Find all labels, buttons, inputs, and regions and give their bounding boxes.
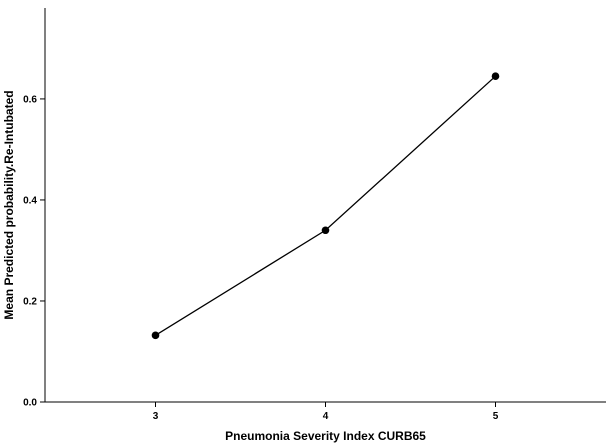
x-tick-label: 4 (323, 411, 329, 422)
y-tick-label: 0.2 (23, 296, 37, 307)
y-tick-label: 0.6 (23, 94, 37, 105)
series-line (155, 75, 496, 336)
y-tick-label: 0.0 (23, 398, 37, 409)
y-axis-title: Mean Predicted probability.Re-Intubated (2, 90, 16, 319)
x-axis-ticks: 3 4 5 (153, 402, 499, 422)
data-point (321, 226, 330, 235)
y-axis-ticks: 0.0 0.2 0.4 0.6 (23, 94, 45, 409)
plot-area: 0.0 0.2 0.4 0.6 3 4 5 (23, 8, 606, 422)
x-axis-title: Pneumonia Severity Index CURB65 (225, 429, 426, 443)
data-point (491, 72, 500, 80)
data-series (151, 72, 500, 340)
y-tick-label: 0.4 (23, 195, 37, 206)
x-tick-label: 3 (153, 411, 159, 422)
data-point (151, 331, 160, 340)
x-tick-label: 5 (493, 411, 499, 422)
